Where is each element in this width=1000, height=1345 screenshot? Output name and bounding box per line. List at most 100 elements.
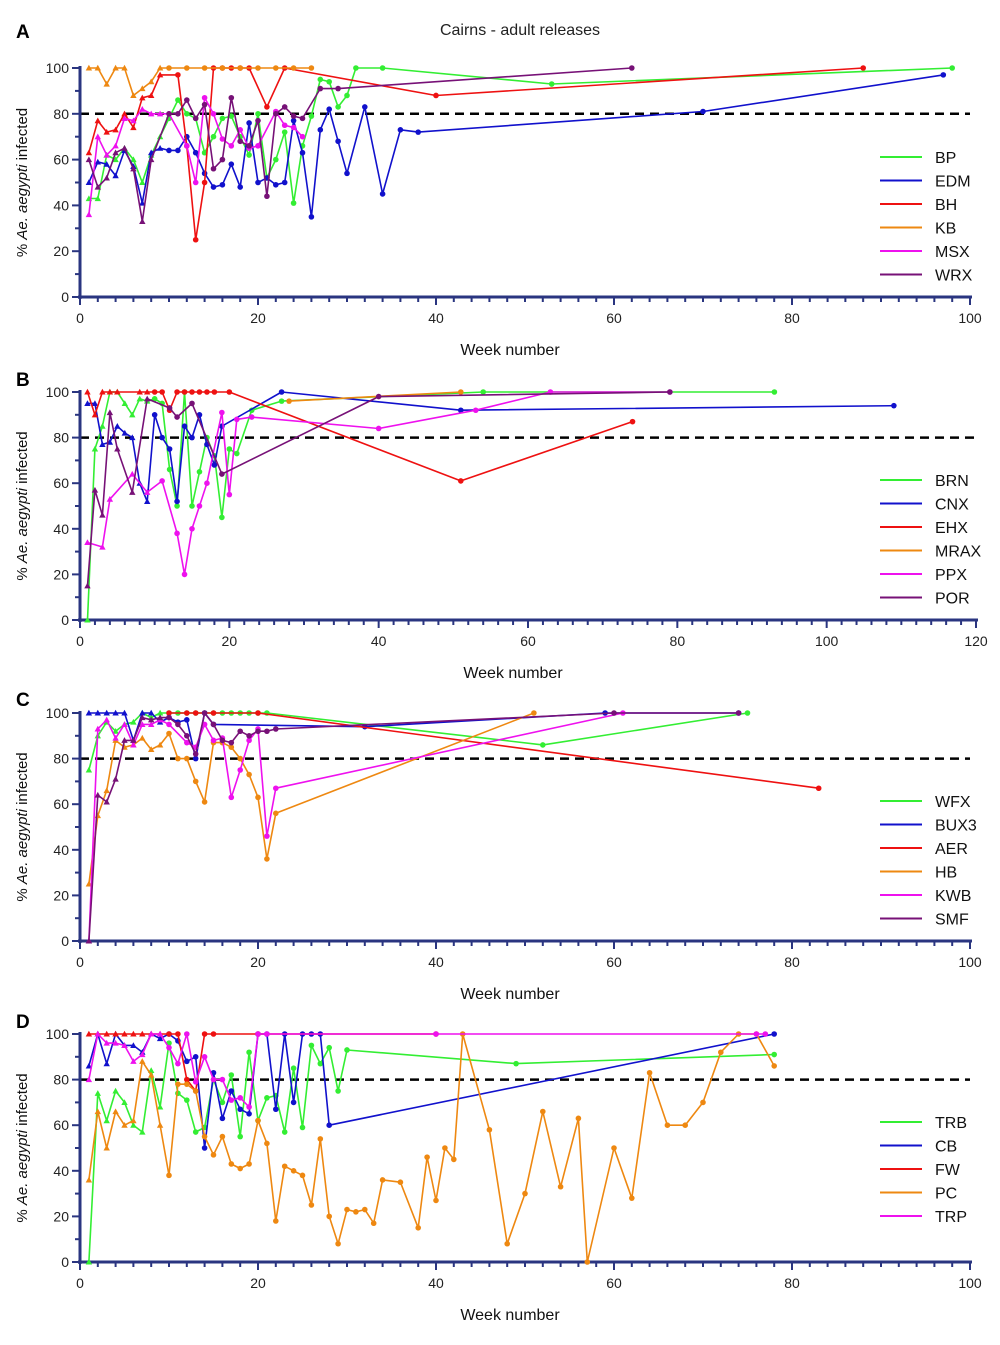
series-line-hb <box>88 712 535 885</box>
data-point <box>211 462 218 468</box>
data-point <box>362 1206 368 1213</box>
legend-label: WRX <box>935 268 973 285</box>
data-point <box>175 1031 181 1037</box>
data-point <box>156 1103 164 1110</box>
data-point <box>237 728 243 735</box>
data-point <box>335 85 341 92</box>
data-point <box>335 138 341 145</box>
x-tick-label: 60 <box>606 1275 622 1291</box>
data-point <box>85 709 93 716</box>
data-point <box>219 514 225 521</box>
data-point <box>94 725 101 732</box>
data-point <box>290 1168 297 1174</box>
data-point <box>299 133 306 140</box>
legend-label: KB <box>935 221 956 238</box>
y-tick-label: 80 <box>53 106 69 122</box>
data-point <box>84 616 91 623</box>
y-axis-label-prefix: % <box>14 240 31 258</box>
y-tick-label: 100 <box>46 384 70 400</box>
data-point <box>112 709 119 716</box>
series-msx <box>85 94 306 218</box>
data-point <box>317 1060 324 1067</box>
data-point <box>175 1081 181 1087</box>
data-point <box>166 405 173 411</box>
series-wrx <box>85 65 635 224</box>
data-point <box>278 389 285 395</box>
data-point <box>326 1122 333 1128</box>
data-point <box>139 199 146 206</box>
series-mrax <box>286 389 464 404</box>
legend-label: MRAX <box>935 544 982 561</box>
data-point <box>246 152 252 158</box>
x-axis-label: Week number <box>460 986 560 1003</box>
data-point <box>144 395 151 402</box>
data-point <box>144 489 151 495</box>
data-point <box>121 709 128 716</box>
data-point <box>192 179 199 186</box>
data-point <box>106 495 114 502</box>
data-point <box>504 1240 511 1247</box>
data-point <box>139 106 146 112</box>
data-point <box>136 395 143 402</box>
data-point <box>255 143 261 149</box>
x-tick-label: 0 <box>76 310 84 326</box>
data-point <box>211 389 218 395</box>
data-point <box>299 1172 306 1179</box>
data-point <box>204 480 210 487</box>
data-point <box>255 794 261 801</box>
data-point <box>326 1213 333 1220</box>
data-point <box>682 1122 688 1128</box>
data-point <box>210 165 217 172</box>
data-point <box>184 755 190 762</box>
data-point <box>151 412 158 418</box>
data-point <box>201 710 208 716</box>
data-point <box>112 64 119 71</box>
data-point <box>264 1140 270 1147</box>
data-point <box>201 1031 208 1037</box>
data-point <box>308 1042 315 1049</box>
data-point <box>375 393 382 400</box>
y-tick-label: 20 <box>53 887 69 903</box>
data-point <box>114 388 121 395</box>
data-point <box>664 1122 671 1128</box>
data-point <box>335 1088 341 1094</box>
series-line-smf <box>88 712 739 942</box>
data-point <box>112 149 119 156</box>
data-point <box>156 741 164 748</box>
data-point <box>166 710 172 716</box>
data-point <box>433 1197 439 1204</box>
data-point <box>139 94 146 101</box>
y-tick-label: 0 <box>61 289 69 305</box>
data-point <box>121 64 128 71</box>
data-point <box>130 718 137 725</box>
series-por <box>84 389 673 589</box>
data-point <box>166 446 173 452</box>
y-axis-label-suffix: infected <box>14 752 31 809</box>
data-point <box>151 396 158 402</box>
data-point <box>84 582 91 589</box>
y-axis-label-species: Ae. aegypti <box>14 1129 31 1206</box>
data-point <box>273 65 279 71</box>
data-point <box>103 798 110 805</box>
data-point <box>159 478 165 484</box>
data-point <box>99 511 106 518</box>
series-brn <box>84 388 778 623</box>
x-tick-label: 0 <box>76 954 84 970</box>
data-point <box>174 503 180 509</box>
data-point <box>139 1058 146 1064</box>
data-point <box>85 937 93 944</box>
data-point <box>246 120 252 126</box>
y-axis-label-suffix: infected <box>14 1073 31 1130</box>
data-point <box>175 97 181 103</box>
data-point <box>397 127 404 133</box>
data-point <box>184 111 190 117</box>
y-tick-label: 40 <box>53 842 69 858</box>
data-point <box>281 1129 288 1135</box>
data-point <box>237 1106 243 1113</box>
legend-label: TRB <box>935 1115 967 1132</box>
data-point <box>228 1072 235 1078</box>
data-point <box>219 471 225 477</box>
data-point <box>415 129 422 135</box>
x-tick-label: 100 <box>958 1275 982 1291</box>
